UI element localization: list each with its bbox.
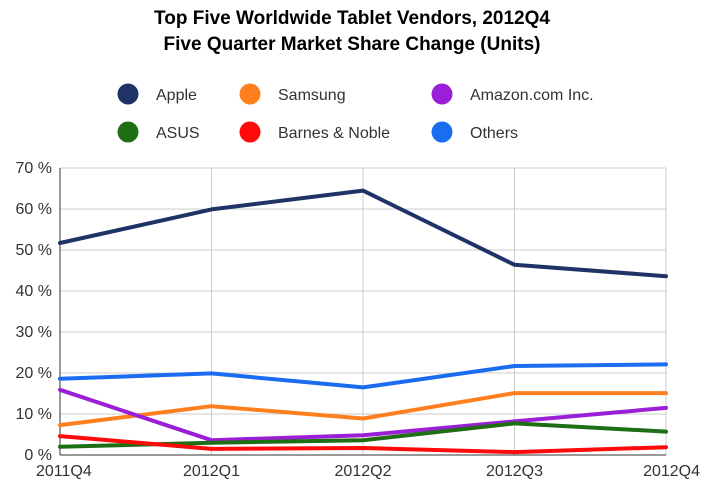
series-line-others [58, 362, 668, 390]
x-axis-ticks: 2011Q4 2012Q1 2012Q2 2012Q3 2012Q4 [36, 463, 700, 480]
x-tick-label: 2012Q3 [486, 463, 543, 480]
legend-item-apple: Apple [117, 83, 197, 105]
axes [59, 168, 666, 456]
x-tick-label: 2012Q1 [183, 463, 240, 480]
legend-label-others: Others [470, 125, 518, 142]
legend-label-amazon-com-inc: Amazon.com Inc. [470, 87, 594, 104]
legend-label-barnes-noble: Barnes & Noble [278, 125, 390, 142]
legend: Apple Samsung Amazon.com Inc. ASUS Barnes & … [117, 83, 594, 143]
x-tick-label: 2012Q2 [335, 463, 392, 480]
chart-title-line: Top Five Worldwide Tablet Vendors, 2012Q… [154, 8, 550, 29]
y-tick-label: 0 % [24, 447, 52, 464]
series-line-amazon-com-inc [58, 387, 668, 443]
series-lines [58, 188, 668, 455]
x-tick-label: 2011Q4 [36, 463, 92, 480]
legend-swatch-asus [117, 121, 139, 143]
y-tick-label: 20 % [16, 365, 52, 382]
legend-item-others: Others [431, 121, 518, 143]
series-line-barnes-noble [58, 434, 668, 455]
y-tick-label: 10 % [16, 406, 52, 423]
legend-label-apple: Apple [156, 87, 197, 104]
chart-title: Top Five Worldwide Tablet Vendors, 2012Q… [0, 6, 704, 58]
legend-swatch-amazon-com-inc [431, 83, 453, 105]
series-line-apple [58, 188, 668, 279]
legend-item-asus: ASUS [117, 121, 200, 143]
legend-swatch-others [431, 121, 453, 143]
legend-item-barnes-noble: Barnes & Noble [239, 121, 390, 143]
y-tick-label: 70 % [16, 160, 52, 177]
legend-swatch-samsung [239, 83, 261, 105]
y-tick-label: 60 % [16, 201, 52, 218]
legend-item-samsung: Samsung [239, 83, 346, 105]
legend-label-samsung: Samsung [278, 87, 346, 104]
legend-swatch-barnes-noble [239, 121, 261, 143]
y-tick-label: 50 % [16, 242, 52, 259]
series-line-samsung [58, 391, 668, 428]
chart-subtitle: Five Quarter Market Share Change (Units) [163, 34, 541, 55]
y-axis-ticks: 0 % 10 % 20 % 30 % 40 % 50 % 60 % 70 % [16, 160, 52, 464]
legend-swatch-apple [117, 83, 139, 105]
legend-label-asus: ASUS [156, 125, 200, 142]
legend-item-amazon-com-inc: Amazon.com Inc. [431, 83, 594, 105]
y-tick-label: 30 % [16, 324, 52, 341]
y-tick-label: 40 % [16, 283, 52, 300]
x-tick-label: 2012Q4 [643, 463, 700, 480]
